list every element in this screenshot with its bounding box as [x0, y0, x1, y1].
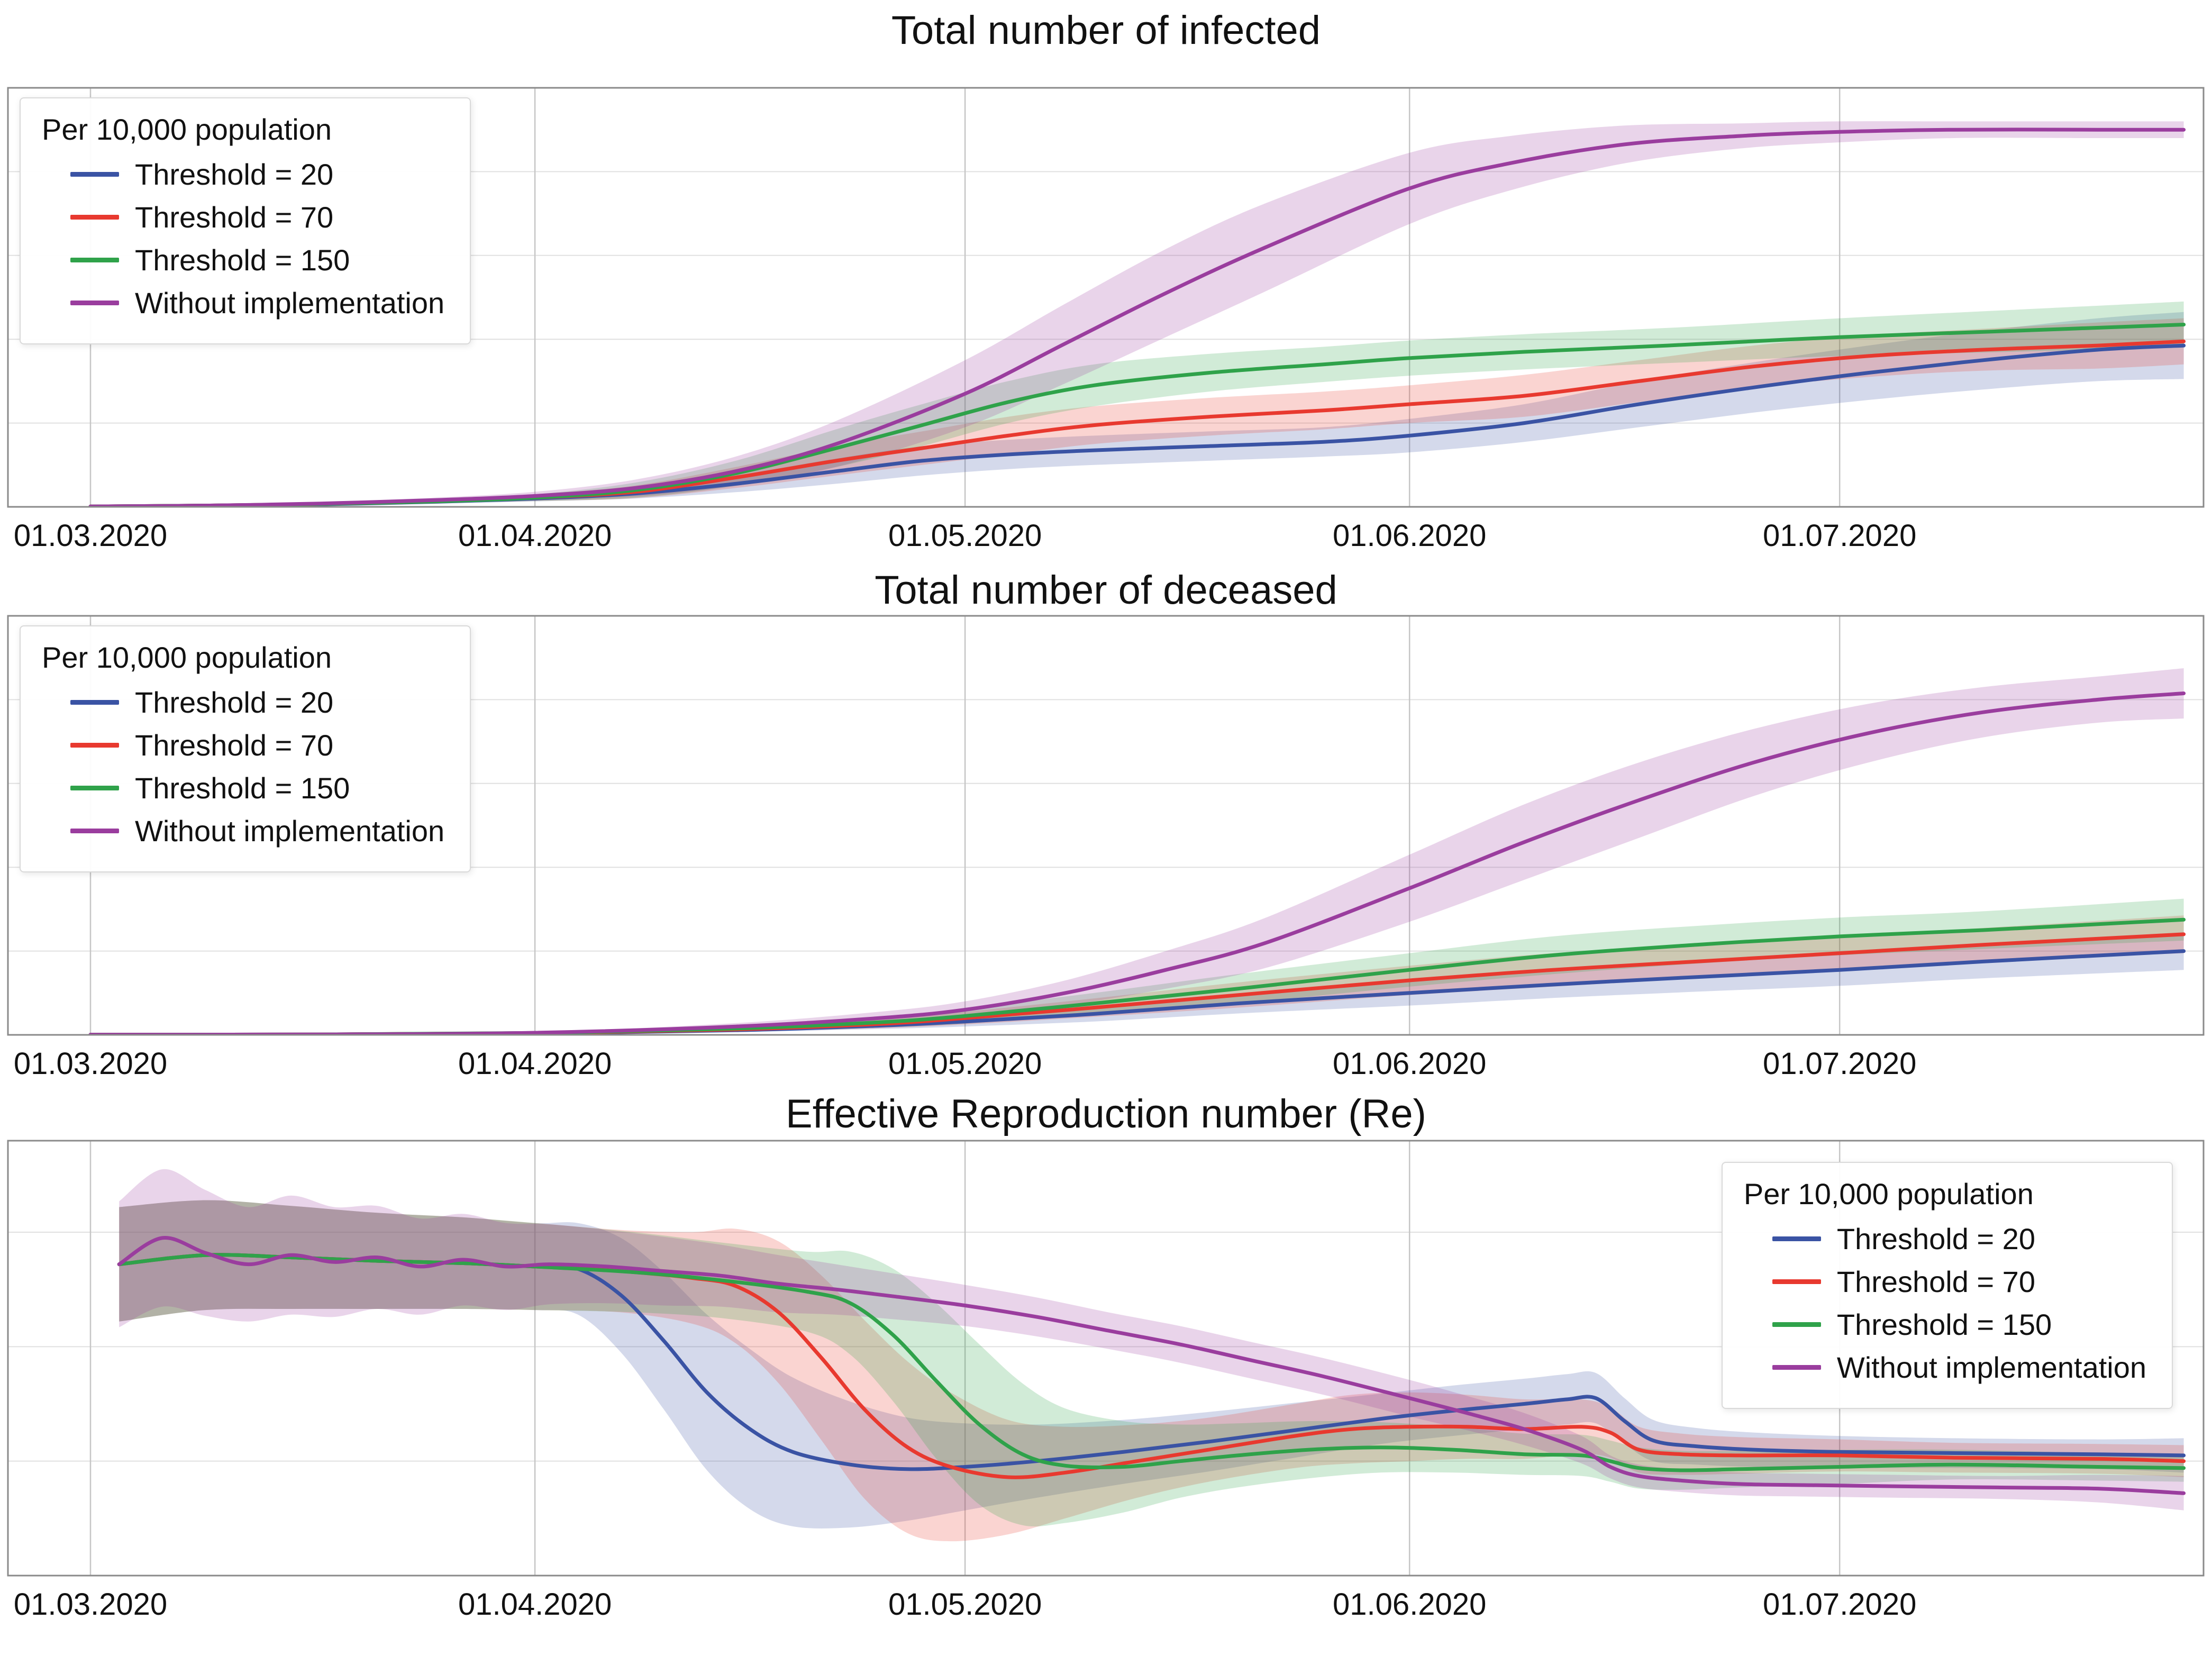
plot-area-re: 01.03.2020 01.04.2020 01.05.2020 01.06.2020…	[4, 1138, 2208, 1635]
plot-border	[7, 615, 2205, 1036]
x-tick-label: 01.05.2020	[888, 518, 1042, 553]
chart-title-deceased: Total number of deceased	[875, 568, 1337, 613]
band-threshold-70	[90, 318, 2184, 507]
legend-swatch-threshold-150	[1772, 1322, 1821, 1327]
band-threshold-150	[119, 1200, 2184, 1527]
chart-title-infected: Total number of infected	[891, 8, 1321, 53]
legend-swatch-without-implementation	[70, 829, 119, 833]
legend-swatch-without-implementation	[1772, 1365, 1821, 1370]
legend-label: Threshold = 70	[135, 201, 334, 234]
x-tick-label: 01.04.2020	[458, 518, 612, 553]
legend-entry-without-implementation: Without implementation	[70, 814, 444, 848]
line-without-implementation	[117, 1236, 2186, 1495]
legend-label: Without implementation	[135, 286, 445, 320]
x-tick-label: 01.03.2020	[14, 1047, 167, 1081]
line-without-implementation	[88, 691, 2186, 1035]
legend-label: Threshold = 150	[135, 243, 350, 277]
legend-swatch-threshold-20	[70, 700, 119, 705]
x-tick-label: 01.06.2020	[1333, 518, 1486, 553]
legend-label: Threshold = 70	[1836, 1265, 2035, 1298]
legend-swatch-threshold-20	[70, 172, 119, 177]
band-threshold-20	[90, 312, 2184, 507]
band-without-implementation	[90, 121, 2184, 507]
plot-area-infected: 01.03.2020 01.04.2020 01.05.2020 01.06.2020…	[4, 85, 2208, 563]
legend-swatch-threshold-150	[70, 786, 119, 790]
legend-label: Threshold = 150	[1836, 1308, 2052, 1341]
legend-label: Threshold = 20	[135, 158, 334, 191]
legend-entry-without-implementation: Without implementation	[1772, 1350, 2146, 1385]
plot-border	[7, 87, 2205, 508]
x-tick-label: 01.03.2020	[14, 518, 167, 553]
x-tick-label: 01.07.2020	[1763, 518, 1916, 553]
legend-swatch-threshold-70	[70, 215, 119, 220]
series-lines	[88, 691, 2186, 1035]
line-without-implementation	[88, 128, 2186, 507]
x-tick-label: 01.04.2020	[458, 1047, 612, 1081]
series-lines	[88, 128, 2186, 507]
x-tick-label: 01.05.2020	[888, 1587, 1042, 1622]
band-threshold-70	[119, 1200, 2184, 1542]
legend-title: Per 10,000 population	[1743, 1177, 2034, 1211]
legend-swatch-without-implementation	[70, 301, 119, 305]
plot-border	[7, 1140, 2205, 1577]
plot-area-deceased: 01.03.2020 01.04.2020 01.05.2020 01.06.2020…	[4, 613, 2208, 1091]
chart-title-re: Effective Reproduction number (Re)	[786, 1091, 1426, 1136]
legend-entry-threshold-20: Threshold = 20	[70, 157, 444, 192]
chart-canvas-re: 01.03.2020 01.04.2020 01.05.2020 01.06.2020…	[7, 1140, 2205, 1622]
legend-deceased: Per 10,000 population Threshold = 20 Thres…	[20, 625, 471, 872]
x-tick-label: 01.03.2020	[14, 1587, 167, 1622]
legend-entry-threshold-70: Threshold = 70	[70, 728, 444, 762]
band-threshold-20	[119, 1200, 2184, 1528]
legend-entry-without-implementation: Without implementation	[70, 286, 444, 320]
band-threshold-150	[90, 301, 2184, 507]
legend-entry-threshold-20: Threshold = 20	[1772, 1222, 2146, 1256]
x-tick-label: 01.04.2020	[458, 1587, 612, 1622]
legend-label: Threshold = 20	[1836, 1222, 2035, 1255]
legend-swatch-threshold-70	[70, 743, 119, 748]
x-tick-label: 01.06.2020	[1333, 1587, 1486, 1622]
legend-infected: Per 10,000 population Threshold = 20 Thres…	[20, 97, 471, 344]
legend-label: Without implementation	[1836, 1351, 2146, 1384]
series-lines	[117, 1236, 2186, 1495]
legend-entry-threshold-150: Threshold = 150	[1772, 1307, 2146, 1342]
confidence-bands	[90, 121, 2184, 507]
x-tick-label: 01.06.2020	[1333, 1047, 1486, 1081]
band-threshold-20	[90, 932, 2184, 1035]
legend-re: Per 10,000 population Threshold = 20 Thres…	[1721, 1162, 2173, 1409]
x-tick-label: 01.07.2020	[1763, 1587, 1916, 1622]
legend-swatch-threshold-20	[1772, 1236, 1821, 1241]
legend-title: Per 10,000 population	[42, 641, 332, 674]
x-tick-label: 01.07.2020	[1763, 1047, 1916, 1081]
legend-label: Threshold = 20	[135, 686, 334, 719]
legend-swatch-threshold-150	[70, 258, 119, 262]
legend-title: Per 10,000 population	[42, 113, 332, 146]
band-threshold-150	[90, 898, 2184, 1035]
legend-label: Without implementation	[135, 814, 445, 848]
legend-entry-threshold-70: Threshold = 70	[70, 200, 444, 234]
legend-entry-threshold-20: Threshold = 20	[70, 685, 444, 720]
legend-entry-threshold-150: Threshold = 150	[70, 771, 444, 805]
x-tick-label: 01.05.2020	[888, 1047, 1042, 1081]
legend-swatch-threshold-70	[1772, 1279, 1821, 1284]
chart-canvas-deceased: 01.03.2020 01.04.2020 01.05.2020 01.06.2020…	[7, 615, 2205, 1081]
legend-label: Threshold = 70	[135, 729, 334, 762]
legend-label: Threshold = 150	[135, 771, 350, 805]
band-without-implementation	[90, 668, 2184, 1035]
legend-entry-threshold-150: Threshold = 150	[70, 243, 444, 277]
legend-entry-threshold-70: Threshold = 70	[1772, 1264, 2146, 1299]
